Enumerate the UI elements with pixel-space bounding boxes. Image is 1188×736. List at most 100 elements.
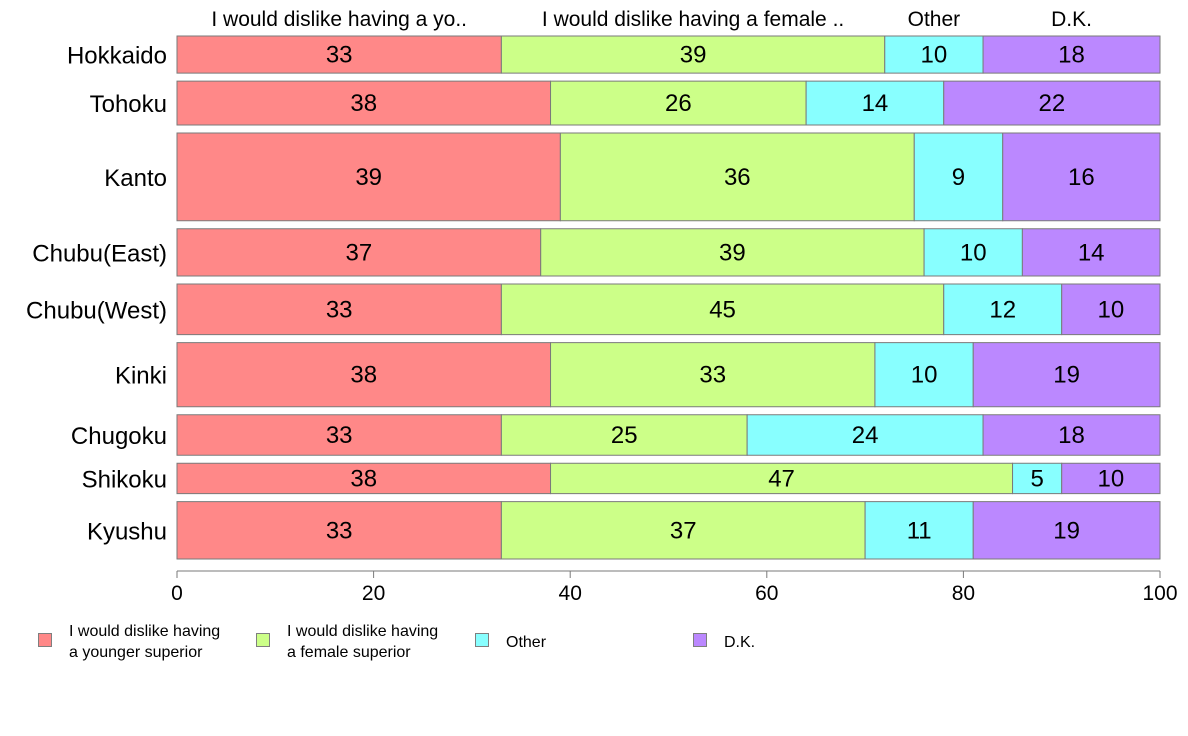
bar-value-label: 19: [1053, 517, 1080, 544]
legend-label: D.K.: [724, 633, 756, 651]
bar-value-label: 36: [724, 164, 751, 191]
bar-value-label: 37: [346, 239, 373, 266]
bar-value-label: 10: [1097, 296, 1124, 323]
series-header-label: D.K.: [1051, 8, 1092, 31]
bar-value-label: 16: [1068, 164, 1095, 191]
bar-segment: [559, 132, 915, 222]
legend-swatch: [693, 633, 707, 647]
bar-row: 37 39 10 14: [176, 228, 1161, 277]
legend-label: I would dislike having a female superior: [287, 623, 439, 661]
bar-value-label: 33: [326, 42, 353, 69]
legend-label: Other: [506, 633, 547, 651]
category-label: Shikoku: [82, 466, 167, 493]
category-label: Kinki: [115, 363, 167, 390]
x-tick-label: 20: [362, 582, 385, 605]
category-labels: Hokkaido Tohoku Kanto Chubu(East) Chubu(West…: [26, 43, 167, 546]
bar-value-label: 18: [1058, 422, 1085, 449]
category-label: Chubu(East): [32, 240, 167, 267]
bar-value-label: 10: [911, 362, 938, 389]
bar-segment: [540, 228, 925, 277]
bar-row: 38 47 5 10: [176, 462, 1161, 495]
bar-value-label: 39: [680, 42, 707, 69]
bar-value-label: 10: [1097, 465, 1124, 492]
category-label: Hokkaido: [67, 43, 167, 70]
x-tick-label: 80: [952, 582, 975, 605]
bar-segment: [1012, 462, 1063, 495]
bar-value-label: 22: [1039, 90, 1066, 117]
bar-row: 38 33 10 19: [176, 342, 1161, 408]
bar-segment: [176, 132, 561, 222]
category-label: Tohoku: [90, 91, 167, 118]
bar-segment: [972, 342, 1161, 408]
bar-value-label: 10: [921, 42, 948, 69]
bar-value-label: 39: [355, 164, 382, 191]
bar-value-label: 14: [862, 90, 889, 117]
bar-segment: [972, 501, 1161, 560]
bar-segment: [1002, 132, 1161, 222]
bar-row: 38 26 14 22: [176, 80, 1161, 126]
bar-value-label: 38: [350, 465, 377, 492]
bar-value-label: 33: [326, 296, 353, 323]
bar-value-label: 38: [350, 90, 377, 117]
bar-value-label: 12: [989, 296, 1016, 323]
bar-segment: [1061, 283, 1161, 336]
legend-swatch: [256, 633, 270, 647]
bar-value-label: 10: [960, 239, 987, 266]
bar-segment: [500, 501, 866, 560]
bar-segment: [176, 80, 552, 126]
category-label: Kyushu: [87, 518, 167, 545]
bar-segment: [982, 35, 1161, 74]
bar-segment: [500, 414, 748, 456]
bar-value-label: 33: [326, 422, 353, 449]
legend-swatch: [38, 633, 52, 647]
bar-segment: [943, 80, 1161, 126]
bar-value-label: 9: [952, 164, 965, 191]
bar-segment: [176, 414, 502, 456]
bar-value-label: 14: [1078, 239, 1105, 266]
x-tick-label: 60: [755, 582, 778, 605]
bar-segment: [1021, 228, 1161, 277]
bar-value-label: 11: [907, 517, 932, 544]
bar-segment: [923, 228, 1023, 277]
legend-label: I would dislike having a younger superio…: [69, 623, 221, 661]
bar-value-label: 39: [719, 239, 746, 266]
bar-segment: [550, 462, 1014, 495]
bar-value-label: 24: [852, 422, 879, 449]
bar-segment: [1061, 462, 1161, 495]
bar-value-label: 19: [1053, 362, 1080, 389]
series-header-row: I would dislike having a yo.. I would dis…: [211, 8, 1092, 31]
legend-swatch: [475, 633, 489, 647]
category-label: Chubu(West): [26, 297, 167, 324]
bar-value-label: 37: [670, 517, 697, 544]
bar-value-label: 5: [1030, 465, 1043, 492]
bar-value-label: 25: [611, 422, 638, 449]
series-header-label: I would dislike having a female ..: [542, 8, 844, 31]
bar-segment: [864, 501, 974, 560]
bar-segment: [884, 35, 984, 74]
bar-value-label: 33: [699, 362, 726, 389]
bar-segment: [500, 283, 945, 336]
bar-row: 39 36 9 16: [176, 132, 1161, 222]
x-tick-label: 0: [171, 582, 183, 605]
bar-segment: [550, 342, 876, 408]
bar-row: 33 37 11 19: [176, 501, 1161, 560]
series-header-label: I would dislike having a yo..: [211, 8, 467, 31]
bar-value-label: 26: [665, 90, 692, 117]
bar-value-label: 45: [709, 296, 736, 323]
bar-segment: [805, 80, 945, 126]
bar-segment: [176, 342, 552, 408]
bar-row: 33 39 10 18: [176, 35, 1161, 74]
bar-segment: [874, 342, 974, 408]
bar-value-label: 18: [1058, 42, 1085, 69]
x-tick-label: 40: [559, 582, 582, 605]
category-label: Kanto: [104, 165, 167, 192]
bar-value-label: 33: [326, 517, 353, 544]
bar-row: 33 45 12 10: [176, 283, 1161, 336]
category-label: Chugoku: [71, 423, 167, 450]
bar-row: 33 25 24 18: [176, 414, 1161, 456]
legend: I would dislike having a younger superio…: [38, 620, 1178, 664]
bar-value-label: 38: [350, 362, 377, 389]
bar-value-label: 47: [768, 465, 795, 492]
